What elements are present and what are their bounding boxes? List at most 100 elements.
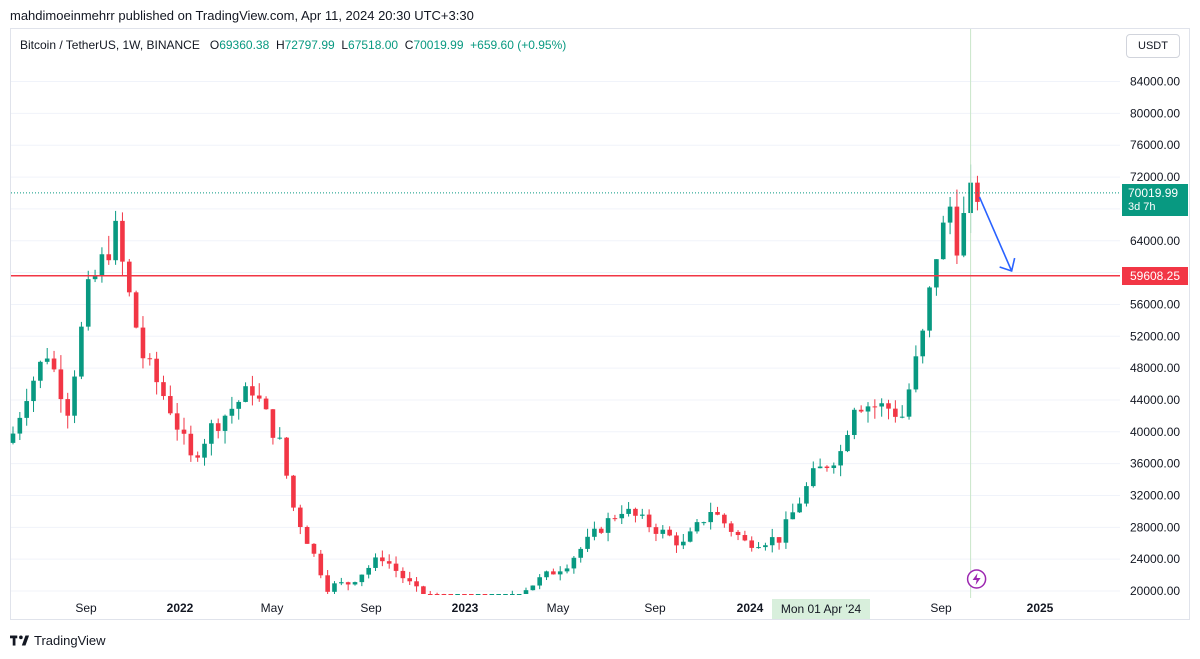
candle-body	[113, 220, 118, 261]
candle-body	[441, 594, 447, 595]
candle-body	[325, 575, 330, 592]
candle-body	[592, 528, 597, 537]
candle-body	[516, 594, 522, 595]
candle-body	[243, 386, 248, 402]
candle-body	[975, 182, 980, 202]
candle-body	[482, 594, 488, 595]
candle-body	[44, 358, 50, 362]
x-tick-label: Sep	[360, 601, 382, 615]
candle-body	[845, 434, 850, 452]
candle-body	[578, 548, 584, 558]
candle-body	[400, 570, 406, 579]
candle-body	[646, 514, 652, 528]
candle-body	[133, 292, 139, 328]
candle-body	[728, 523, 734, 532]
currency-button[interactable]: USDT	[1126, 34, 1180, 58]
candle-body	[202, 443, 207, 458]
candle-body	[913, 356, 919, 390]
change-value: +659.60 (+0.95%)	[470, 38, 567, 52]
candle-body	[626, 508, 631, 514]
candle-body	[489, 594, 495, 595]
low-value: 67518.00	[348, 38, 399, 52]
open-label: O	[209, 38, 220, 52]
candle-body	[886, 403, 891, 409]
candle-body	[544, 571, 549, 578]
candle-body	[742, 535, 748, 541]
candle-body	[612, 518, 618, 520]
annotation-arrow-head	[999, 257, 1016, 273]
footer-brand[interactable]: TradingView	[10, 633, 106, 648]
candle-body	[51, 358, 57, 370]
y-tick-label: 72000.00	[1130, 170, 1180, 184]
price-axis: 20000.00 24000.00 28000.00 32000.00 36000.00…	[1130, 75, 1180, 598]
candle-body	[523, 590, 529, 594]
candle-body	[763, 545, 768, 548]
candle-body	[783, 519, 789, 543]
crosshair-time-label: Mon 01 Apr '24	[772, 599, 870, 619]
candle-body	[448, 594, 454, 595]
candle-body	[701, 522, 707, 524]
candle-body	[311, 543, 317, 554]
candle-body	[735, 531, 741, 536]
candle-body	[161, 382, 166, 397]
y-tick-label: 44000.00	[1130, 393, 1180, 407]
candle-body	[872, 406, 878, 408]
candle-body	[17, 417, 23, 434]
candle-body	[168, 396, 173, 414]
candle-body	[304, 527, 310, 544]
candle-body	[598, 528, 604, 533]
candle-body	[188, 433, 194, 456]
x-tick-label: Sep	[930, 601, 952, 615]
candle-body	[756, 547, 761, 549]
candle-body	[715, 512, 720, 515]
chart-frame	[10, 28, 1190, 620]
grid	[11, 81, 1120, 592]
candle-body	[660, 529, 666, 534]
candle-body	[345, 582, 351, 585]
candle-body	[810, 468, 816, 487]
candle-body	[427, 594, 433, 595]
candle-body	[181, 429, 187, 434]
candle-body	[749, 540, 755, 548]
candle-body	[256, 395, 262, 399]
candle-body	[38, 361, 43, 381]
candle-body	[564, 568, 570, 572]
y-tick-label: 56000.00	[1130, 297, 1180, 311]
lightning-bolt-icon	[966, 569, 987, 589]
candle-body	[879, 403, 884, 407]
candle-body	[352, 582, 358, 585]
candle-body	[551, 571, 556, 575]
candles	[10, 164, 980, 595]
symbol-name: Bitcoin / TetherUS, 1W, BINANCE	[20, 38, 200, 52]
candle-body	[503, 594, 508, 595]
candle-body	[31, 380, 36, 402]
candle-body	[154, 358, 159, 383]
y-tick-label: 84000.00	[1130, 75, 1180, 89]
candle-body	[838, 451, 843, 466]
candle-body	[687, 531, 693, 542]
candle-body	[475, 594, 481, 595]
candle-body	[373, 557, 378, 568]
tradingview-logo-icon	[10, 635, 30, 646]
candle-body	[455, 594, 460, 595]
close-label: C	[404, 38, 414, 52]
candle-body	[510, 594, 515, 595]
candle-body	[934, 259, 939, 288]
candle-body	[557, 571, 563, 575]
candle-body	[407, 578, 413, 582]
candle-body	[920, 330, 926, 357]
candle-body	[940, 222, 946, 260]
candle-body	[85, 279, 91, 327]
candle-body	[468, 594, 474, 595]
candle-body	[332, 583, 337, 592]
candle-body	[284, 437, 289, 476]
candle-body	[126, 261, 132, 293]
candle-body	[79, 326, 84, 377]
y-tick-label: 64000.00	[1130, 234, 1180, 248]
symbol-legend: Bitcoin / TetherUS, 1W, BINANCE O69360.3…	[20, 38, 566, 52]
overlays	[11, 29, 1120, 598]
candle-body	[386, 561, 392, 564]
x-tick-label: 2024	[737, 601, 764, 615]
candle-body	[263, 398, 269, 410]
